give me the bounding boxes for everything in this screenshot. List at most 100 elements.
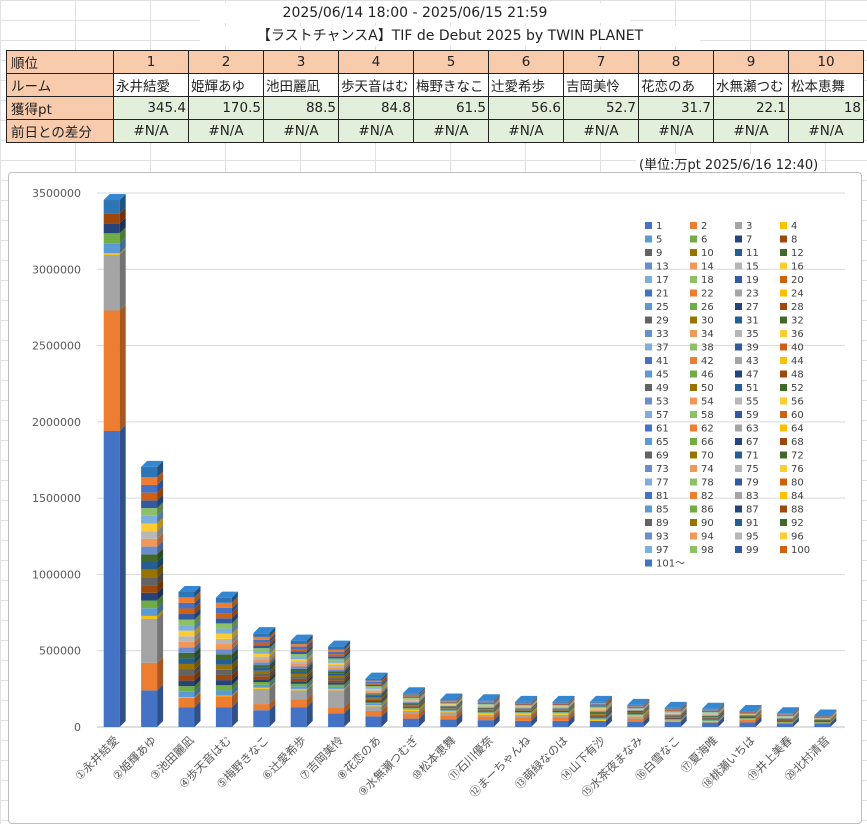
legend-swatch	[690, 289, 697, 297]
diff-cell[interactable]: #N/A	[713, 119, 789, 143]
points-cell[interactable]: 52.7	[563, 96, 639, 120]
bar-segment	[402, 693, 419, 695]
bar-segment-side	[344, 684, 351, 708]
legend-swatch	[735, 235, 742, 243]
bar-segment-side	[830, 711, 837, 718]
bar-segment-side	[643, 705, 650, 712]
diff-cell[interactable]: #N/A	[413, 119, 489, 143]
points-cell[interactable]: 170.5	[188, 96, 264, 120]
rank-cell[interactable]: 2	[188, 50, 264, 74]
points-cell[interactable]: 61.5	[413, 96, 489, 120]
bar-segment	[477, 702, 494, 703]
bar-segment	[552, 706, 569, 707]
bar-segment	[664, 709, 681, 710]
rank-cell[interactable]: 6	[488, 50, 564, 74]
bar-segment-side	[755, 707, 762, 715]
diff-cell[interactable]: #N/A	[338, 119, 414, 143]
points-cell[interactable]: 84.8	[338, 96, 414, 120]
bar-segment-side	[306, 672, 313, 682]
points-cell[interactable]: 88.5	[263, 96, 339, 120]
bar-segment	[103, 254, 120, 311]
diff-cell[interactable]: #N/A	[263, 119, 339, 143]
bar-segment-side	[493, 696, 500, 704]
rank-cell[interactable]: 5	[413, 50, 489, 74]
bar-segment	[477, 711, 494, 712]
room-cell[interactable]: 松本恵舞	[788, 73, 864, 97]
bar-segment-side	[718, 705, 725, 713]
rank-cell[interactable]: 10	[788, 50, 864, 74]
bar-segment	[589, 711, 606, 713]
bar-segment	[814, 719, 831, 720]
bar-segment	[440, 704, 457, 705]
diff-cell[interactable]: #N/A	[788, 119, 864, 143]
bar-segment-side	[792, 717, 799, 727]
legend-swatch	[645, 330, 652, 337]
room-cell[interactable]: 吉岡美怜	[563, 73, 639, 97]
diff-cell[interactable]: #N/A	[113, 119, 189, 143]
legend-swatch	[645, 505, 652, 513]
bar-top	[814, 709, 837, 716]
bar-segment	[402, 707, 419, 709]
bar-segment	[141, 577, 158, 586]
bar-segment	[739, 715, 756, 716]
legend-label: 2	[701, 221, 707, 232]
bar-segment	[589, 708, 606, 710]
bar-segment	[702, 718, 719, 720]
points-cell[interactable]: 31.7	[638, 96, 714, 120]
legend-label: 5	[656, 235, 662, 246]
bar-segment	[589, 715, 606, 717]
bar-segment-side	[531, 702, 538, 710]
legend-swatch	[645, 478, 652, 486]
points-cell[interactable]: 56.6	[488, 96, 564, 120]
points-cell[interactable]: 22.1	[713, 96, 789, 120]
bar-segment	[215, 696, 232, 708]
room-cell[interactable]: 姫輝あゆ	[188, 73, 264, 97]
diff-cell[interactable]: #N/A	[638, 119, 714, 143]
bar-segment	[739, 716, 756, 718]
bar-segment	[328, 660, 345, 663]
legend-label: 69	[656, 451, 669, 462]
bar-segment	[141, 492, 158, 501]
rank-cell[interactable]: 8	[638, 50, 714, 74]
bar-segment-side	[568, 697, 575, 704]
room-cell[interactable]: 歩天音はむ	[338, 73, 414, 97]
diff-cell[interactable]: #N/A	[188, 119, 264, 143]
points-cell[interactable]: 18	[788, 96, 864, 120]
bar-segment-side	[680, 708, 687, 716]
bar-segment	[739, 713, 756, 715]
diff-cell[interactable]: #N/A	[488, 119, 564, 143]
bar-segment	[739, 712, 756, 713]
legend-label: 26	[701, 302, 714, 313]
room-cell[interactable]: 花恋のあ	[638, 73, 714, 97]
room-cell[interactable]: 辻愛希歩	[488, 73, 564, 97]
room-cell[interactable]: 永井結愛	[113, 73, 189, 97]
bar-segment-side	[830, 715, 837, 722]
rank-cell[interactable]: 7	[563, 50, 639, 74]
room-cell[interactable]: 梅野きなこ	[413, 73, 489, 97]
bar-segment	[515, 701, 532, 703]
chart-area[interactable]: 0 500000 1000000 1500000 2000000 2500000 30000…	[8, 172, 862, 824]
bar-segment	[552, 711, 569, 713]
bar-segment	[664, 714, 681, 716]
bar-segment-side	[418, 691, 425, 698]
y-tick-label: 0	[74, 721, 81, 734]
room-cell[interactable]: 池田麗凪	[263, 73, 339, 97]
bar-segment-side	[194, 669, 201, 681]
points-cell[interactable]: 345.4	[113, 96, 189, 120]
y-tick-label: 500000	[39, 645, 81, 658]
diff-cell[interactable]: #N/A	[563, 119, 639, 143]
bar-segment	[477, 704, 494, 705]
room-cell[interactable]: 水無瀬つむ	[713, 73, 789, 97]
rank-cell[interactable]: 1	[113, 50, 189, 74]
rank-cell[interactable]: 3	[263, 50, 339, 74]
bar-segment	[328, 673, 345, 676]
rank-cell[interactable]: 9	[713, 50, 789, 74]
rank-cell[interactable]: 4	[338, 50, 414, 74]
bar-segment	[627, 708, 644, 710]
bar-segment	[552, 703, 569, 705]
bar-top	[515, 695, 538, 702]
bar-segment-side	[830, 710, 837, 717]
legend-swatch	[735, 330, 742, 337]
bar-segment	[178, 625, 195, 631]
bar-segment	[515, 709, 532, 710]
